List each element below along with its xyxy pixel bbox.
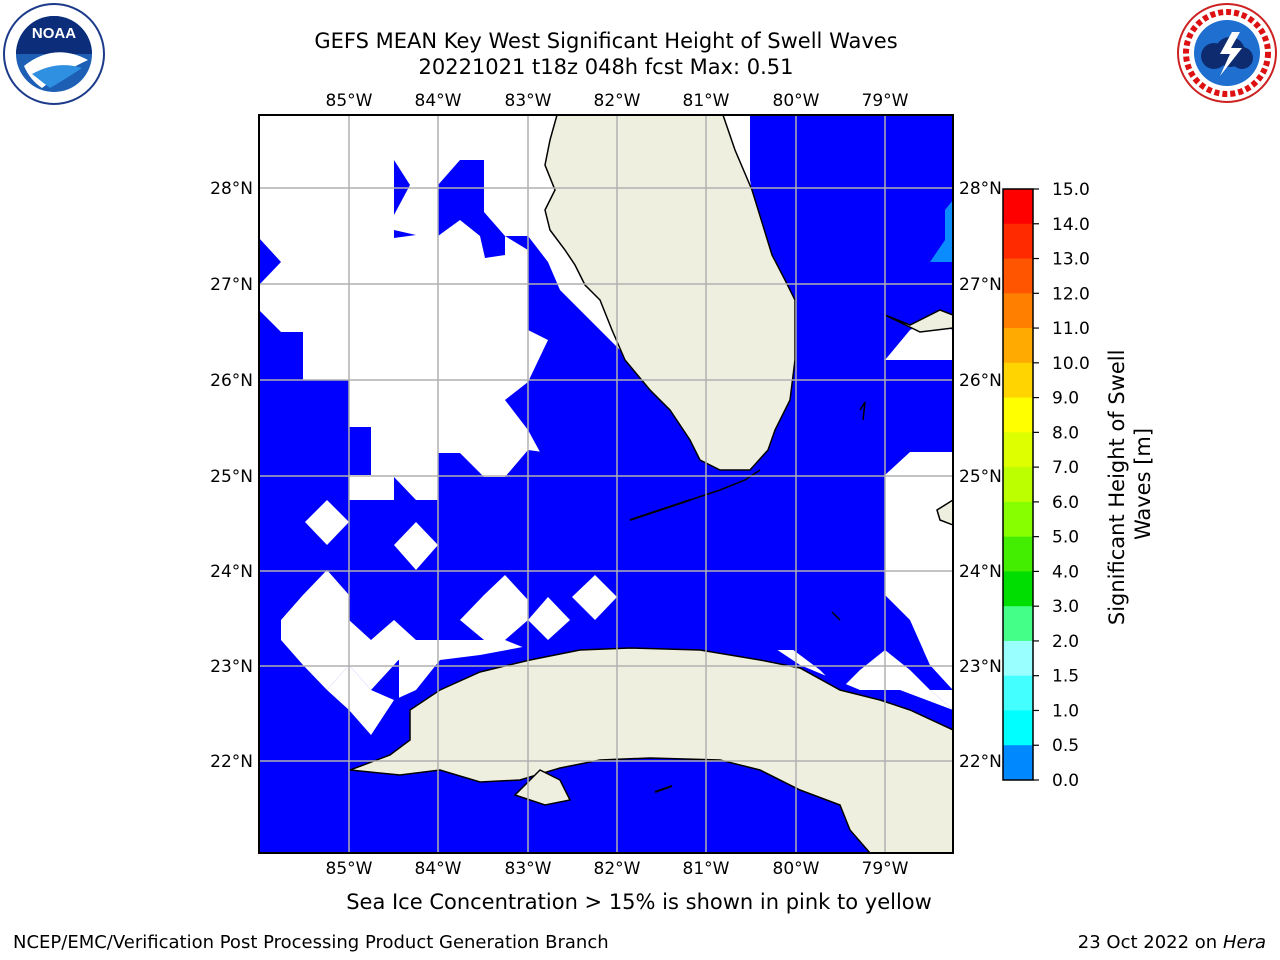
lat-tick-left: 25°N [210, 467, 253, 487]
map-frame [258, 114, 954, 854]
colorbar-tick-label: 1.5 [1052, 667, 1079, 687]
lat-tick-left: 24°N [210, 562, 253, 582]
colorbar-tick-label: 3.0 [1052, 597, 1079, 617]
colorbar-tick-label: 12.0 [1052, 284, 1090, 304]
lon-tick-top: 83°W [505, 91, 552, 111]
sea-ice-note: Sea Ice Concentration > 15% is shown in … [346, 890, 932, 914]
colorbar-tick-label: 9.0 [1052, 389, 1079, 409]
colorbar-segment [1003, 189, 1033, 225]
colorbar-segment [1003, 675, 1033, 711]
colorbar-tick-label: 0.5 [1052, 736, 1079, 756]
branch-credit: NCEP/EMC/Verification Post Processing Pr… [13, 932, 609, 953]
lat-tick-right: 26°N [959, 371, 1002, 391]
lon-tick-bottom: 85°W [326, 859, 373, 879]
lat-tick-right: 23°N [959, 657, 1002, 677]
colorbar-segment [1003, 258, 1033, 294]
colorbar-segment [1003, 397, 1033, 433]
lat-tick-left: 23°N [210, 657, 253, 677]
colorbar-segment [1003, 328, 1033, 364]
lon-tick-bottom: 84°W [415, 859, 462, 879]
plot-title: GEFS MEAN Key West Significant Height of… [314, 29, 898, 53]
florida-land [544, 115, 796, 471]
lat-tick-left: 22°N [210, 752, 253, 772]
colorbar-frame [1002, 188, 1034, 781]
lon-tick-top: 82°W [594, 91, 641, 111]
lat-tick-right: 27°N [959, 275, 1002, 295]
colorbar-tick-label: 6.0 [1052, 493, 1079, 513]
generation-date: 23 Oct 2022 on Hera [1077, 932, 1266, 953]
lon-tick-bottom: 81°W [683, 859, 730, 879]
lon-tick-top: 85°W [326, 91, 373, 111]
colorbar-segment [1003, 640, 1033, 677]
colorbar-segment [1003, 362, 1033, 399]
colorbar-tick-label: 5.0 [1052, 528, 1079, 548]
lat-tick-right: 24°N [959, 562, 1002, 582]
colorbar-tick-label: 10.0 [1052, 354, 1090, 374]
graticule [259, 115, 953, 853]
colorbar-segment [1003, 223, 1033, 260]
lat-tick-left: 27°N [210, 275, 253, 295]
colorbar-tick-label: 2.0 [1052, 632, 1079, 652]
colorbar-segment [1003, 501, 1033, 538]
colorbar-tick-label: 15.0 [1052, 180, 1090, 200]
lon-tick-bottom: 82°W [594, 859, 641, 879]
colorbar-tick-label: 7.0 [1052, 458, 1079, 478]
lon-tick-top: 81°W [683, 91, 730, 111]
colorbar-tick-label: 0.0 [1052, 771, 1079, 791]
plot-subtitle: 20221021 t18z 048h fcst Max: 0.51 [418, 55, 794, 79]
colorbar-tick-label: 14.0 [1052, 215, 1090, 235]
lon-tick-bottom: 80°W [773, 859, 820, 879]
colorbar-tick-label: 4.0 [1052, 562, 1079, 582]
colorbar-segment [1003, 571, 1033, 607]
svg-text:NOAA: NOAA [32, 25, 76, 42]
colorbar-segment [1003, 293, 1033, 329]
colorbar-tick-label: 13.0 [1052, 250, 1090, 270]
lat-tick-right: 28°N [959, 179, 1002, 199]
lon-tick-bottom: 79°W [862, 859, 909, 879]
colorbar-segment [1003, 536, 1033, 572]
lat-tick-left: 26°N [210, 371, 253, 391]
colorbar-segment [1003, 432, 1033, 468]
colorbar-tick-label: 11.0 [1052, 319, 1090, 339]
nws-logo-icon [1177, 3, 1277, 103]
lon-tick-top: 84°W [415, 91, 462, 111]
colorbar-segment [1003, 467, 1033, 503]
colorbar-segment [1003, 710, 1033, 746]
lat-tick-right: 25°N [959, 467, 1002, 487]
cuba-land [349, 647, 953, 853]
colorbar-label: Significant Height of Swell Waves [m] [1105, 343, 1155, 625]
colorbar-tick-label: 8.0 [1052, 423, 1079, 443]
colorbar-segment [1003, 745, 1033, 781]
lon-tick-top: 79°W [862, 91, 909, 111]
lat-tick-left: 28°N [210, 179, 253, 199]
colorbar-segment [1003, 606, 1033, 642]
lon-tick-top: 80°W [773, 91, 820, 111]
colorbar-tick-label: 1.0 [1052, 701, 1079, 721]
colorbar: 15.0 14.0 13.0 12.0 11.0 10.0 9.0 8.0 7.0 6.0 5.0 4… [1002, 180, 1090, 791]
lat-tick-right: 22°N [959, 752, 1002, 772]
lon-tick-bottom: 83°W [505, 859, 552, 879]
noaa-logo-icon: NOAA [3, 3, 105, 105]
